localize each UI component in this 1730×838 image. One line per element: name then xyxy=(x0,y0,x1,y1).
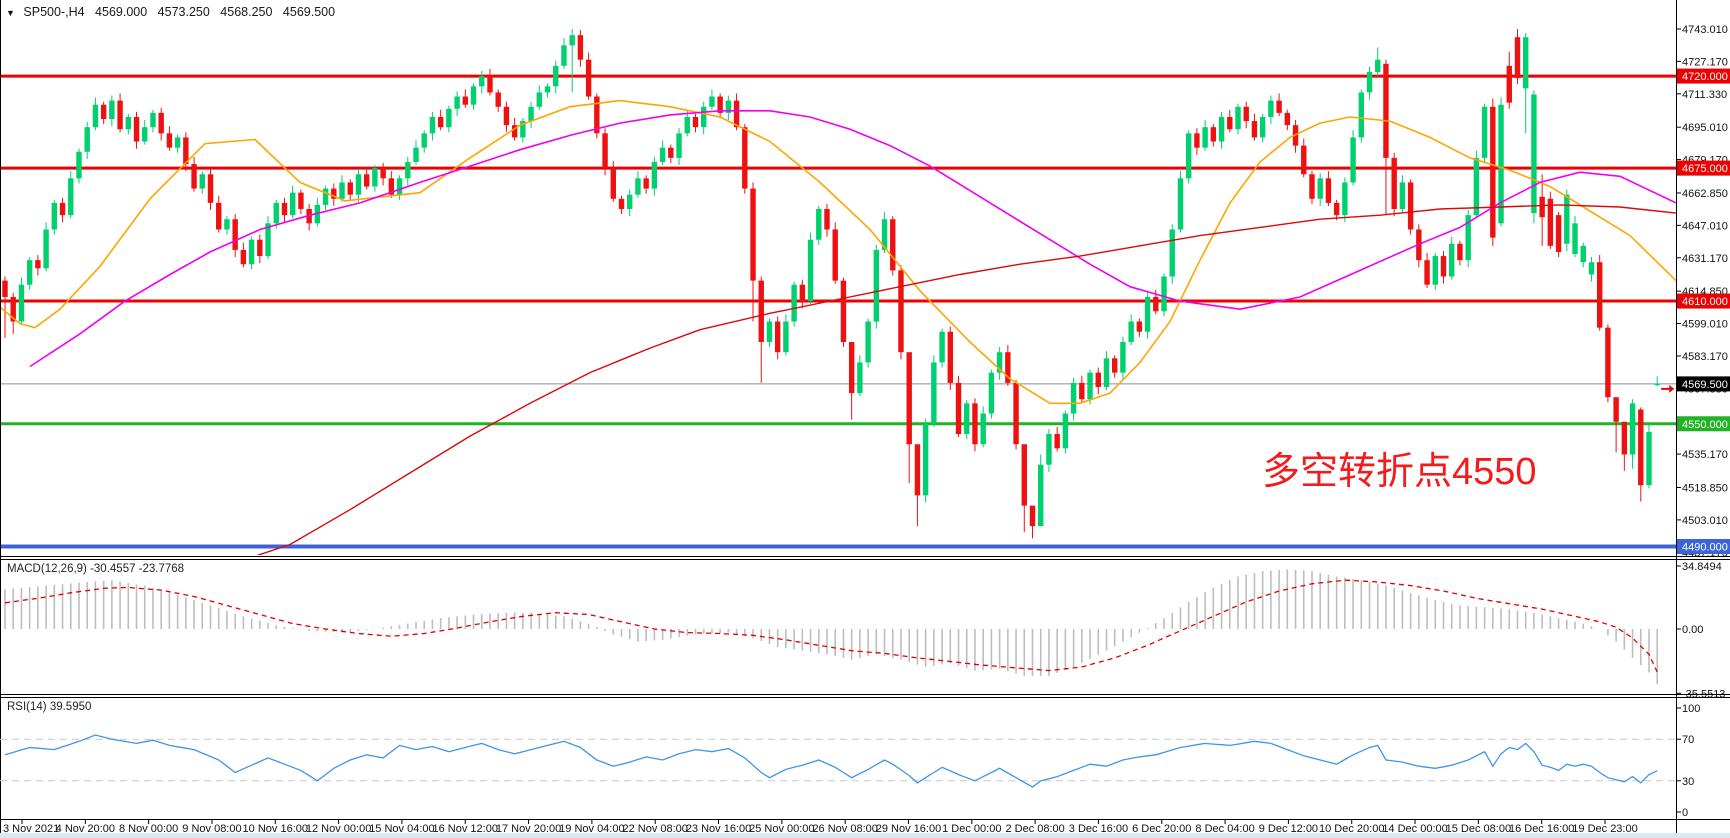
svg-text:34.8494: 34.8494 xyxy=(1682,561,1722,573)
last-price-arrow xyxy=(1661,384,1675,393)
svg-text:8 Dec 04:00: 8 Dec 04:00 xyxy=(1195,823,1254,835)
svg-text:4695.010: 4695.010 xyxy=(1682,122,1728,134)
svg-text:15 Nov 04:00: 15 Nov 04:00 xyxy=(369,823,434,835)
svg-text:16 Dec 16:00: 16 Dec 16:00 xyxy=(1509,823,1574,835)
price-annotation-text[interactable]: 多空转折点4550 xyxy=(1262,451,1537,493)
svg-text:8 Nov 00:00: 8 Nov 00:00 xyxy=(119,823,178,835)
svg-text:4490.000: 4490.000 xyxy=(1682,542,1728,554)
price-badge-4569.500: 4569.500 xyxy=(1677,376,1730,392)
rsi-axis: 100 70 30 0 xyxy=(1676,703,1700,819)
svg-text:29 Nov 16:00: 29 Nov 16:00 xyxy=(876,823,941,835)
svg-text:9 Nov 08:00: 9 Nov 08:00 xyxy=(182,823,241,835)
price-axis: 4743.0104727.1704711.3304695.0104679.170… xyxy=(1676,24,1730,559)
chart-symbol-timeframe: SP500-,H4 xyxy=(23,5,85,19)
svg-text:19 Dec 23:00: 19 Dec 23:00 xyxy=(1572,823,1637,835)
ohlc-high: 4573.250 xyxy=(157,5,210,19)
svg-text:0: 0 xyxy=(1682,807,1688,819)
svg-text:4631.170: 4631.170 xyxy=(1682,253,1728,265)
chart-title-bar: ▼ SP500-,H4 4569.000 4573.250 4568.250 4… xyxy=(6,5,342,19)
macd-panel[interactable] xyxy=(4,569,1659,685)
ohlc-close: 4569.500 xyxy=(282,5,336,19)
svg-text:4662.850: 4662.850 xyxy=(1682,188,1728,200)
svg-text:6 Dec 20:00: 6 Dec 20:00 xyxy=(1132,823,1191,835)
svg-text:10 Nov 16:00: 10 Nov 16:00 xyxy=(243,823,308,835)
symbol-collapse-icon[interactable]: ▼ xyxy=(6,8,15,18)
svg-text:16 Nov 12:00: 16 Nov 12:00 xyxy=(433,823,498,835)
svg-text:4720.000: 4720.000 xyxy=(1682,71,1728,83)
svg-text:26 Nov 08:00: 26 Nov 08:00 xyxy=(812,823,877,835)
svg-text:30: 30 xyxy=(1682,776,1694,788)
macd-axis: 34.8494 0.00 -35.5513 xyxy=(1676,561,1725,700)
medium-ma xyxy=(29,110,1676,368)
candles xyxy=(2,29,1660,539)
svg-text:14 Dec 00:00: 14 Dec 00:00 xyxy=(1382,823,1447,835)
svg-text:4503.010: 4503.010 xyxy=(1682,515,1728,527)
svg-text:9 Dec 12:00: 9 Dec 12:00 xyxy=(1259,823,1318,835)
svg-text:3 Nov 2021: 3 Nov 2021 xyxy=(3,823,59,835)
svg-text:4675.000: 4675.000 xyxy=(1682,163,1728,175)
price-badge-4720.000: 4720.000 xyxy=(1677,68,1730,84)
price-badge-4675.000: 4675.000 xyxy=(1677,160,1730,176)
svg-text:10 Dec 20:00: 10 Dec 20:00 xyxy=(1319,823,1384,835)
window-bottom-strip xyxy=(0,833,1730,838)
svg-text:25 Nov 00:00: 25 Nov 00:00 xyxy=(749,823,814,835)
rsi-indicator-label: RSI(14) 39.5950 xyxy=(7,701,92,713)
svg-text:4727.170: 4727.170 xyxy=(1682,56,1728,68)
svg-text:4647.010: 4647.010 xyxy=(1682,220,1728,232)
svg-text:4711.330: 4711.330 xyxy=(1682,89,1727,101)
svg-text:100: 100 xyxy=(1682,703,1700,715)
svg-text:4535.170: 4535.170 xyxy=(1682,449,1728,461)
svg-text:2 Dec 08:00: 2 Dec 08:00 xyxy=(1005,823,1064,835)
svg-text:17 Nov 20:00: 17 Nov 20:00 xyxy=(496,823,561,835)
rsi-line xyxy=(4,734,1658,788)
svg-text:4518.850: 4518.850 xyxy=(1682,482,1728,494)
svg-text:-35.5513: -35.5513 xyxy=(1682,688,1725,700)
svg-text:12 Nov 00:00: 12 Nov 00:00 xyxy=(306,823,371,835)
svg-text:4 Nov 20:00: 4 Nov 20:00 xyxy=(56,823,115,835)
rsi-panel[interactable] xyxy=(0,734,1676,788)
svg-text:0.00: 0.00 xyxy=(1682,624,1703,636)
price-badge-4490.000: 4490.000 xyxy=(1677,539,1730,555)
price-badge-4550.000: 4550.000 xyxy=(1677,416,1730,432)
slow-ma xyxy=(256,204,1676,555)
svg-text:23 Nov 16:00: 23 Nov 16:00 xyxy=(686,823,751,835)
svg-text:4599.010: 4599.010 xyxy=(1682,319,1728,331)
svg-text:4583.170: 4583.170 xyxy=(1682,351,1728,363)
svg-text:19 Nov 04:00: 19 Nov 04:00 xyxy=(559,823,624,835)
svg-text:4550.000: 4550.000 xyxy=(1682,419,1728,431)
macd-indicator-label: MACD(12,26,9) -30.4557 -23.7768 xyxy=(7,563,185,575)
svg-text:4743.010: 4743.010 xyxy=(1682,24,1728,36)
svg-text:22 Nov 08:00: 22 Nov 08:00 xyxy=(622,823,687,835)
main-price-panel[interactable] xyxy=(0,29,1676,563)
svg-text:1 Dec 00:00: 1 Dec 00:00 xyxy=(942,823,1001,835)
ohlc-low: 4568.250 xyxy=(220,5,273,19)
price-badge-4610.000: 4610.000 xyxy=(1677,293,1730,309)
svg-text:15 Dec 08:00: 15 Dec 08:00 xyxy=(1446,823,1511,835)
svg-text:70: 70 xyxy=(1682,734,1694,746)
svg-text:4610.000: 4610.000 xyxy=(1682,296,1728,308)
ohlc-open: 4569.000 xyxy=(95,5,148,19)
svg-text:3 Dec 16:00: 3 Dec 16:00 xyxy=(1069,823,1128,835)
macd-signal-line xyxy=(4,579,1658,673)
fast-ma xyxy=(0,99,1676,405)
svg-text:4569.500: 4569.500 xyxy=(1682,379,1728,391)
